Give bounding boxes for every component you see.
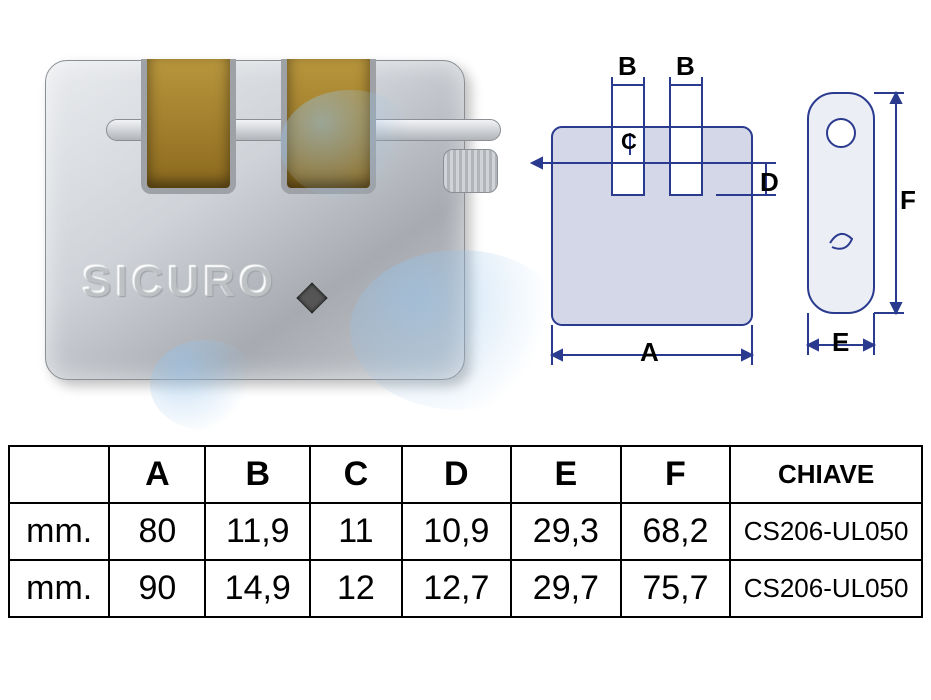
spec-table: A B C D E F CHIAVE mm. 80 11,9 11 10,9 2… [8,445,923,618]
cell-f: 68,2 [621,503,731,560]
cell-unit: mm. [9,560,109,617]
dim-label-a: A [640,337,659,368]
col-e: E [511,446,621,503]
cell-a: 90 [109,560,205,617]
brand-text: SICURO [82,257,277,307]
cell-unit: mm. [9,503,109,560]
figure-area: SICURO [0,0,931,420]
col-b: B [205,446,310,503]
dimension-diagram-side: F E [800,65,915,370]
cell-c: 12 [310,560,401,617]
cell-f: 75,7 [621,560,731,617]
col-blank [9,446,109,503]
dimension-diagram-front: A B B C D [520,55,780,375]
col-d: D [402,446,512,503]
cell-c: 11 [310,503,401,560]
dim-label-f: F [900,185,916,216]
cell-b: 14,9 [205,560,310,617]
cell-b: 11,9 [205,503,310,560]
cell-e: 29,3 [511,503,621,560]
table-row: mm. 80 11,9 11 10,9 29,3 68,2 CS206-UL05… [9,503,922,560]
cell-a: 80 [109,503,205,560]
watermark-blob [150,340,260,430]
cell-key: CS206-UL050 [730,503,922,560]
cell-e: 29,7 [511,560,621,617]
table-header-row: A B C D E F CHIAVE [9,446,922,503]
dim-label-b2: B [676,51,695,82]
col-key: CHIAVE [730,446,922,503]
slot-left [141,59,236,194]
dimensions-table: A B C D E F CHIAVE mm. 80 11,9 11 10,9 2… [8,445,923,618]
table-row: mm. 90 14,9 12 12,7 29,7 75,7 CS206-UL05… [9,560,922,617]
dim-label-c: C [621,129,637,155]
dim-label-e: E [832,327,849,358]
keyhole-icon [296,282,327,313]
watermark-blob [280,90,420,200]
dim-label-d: D [760,167,779,198]
cell-key: CS206-UL050 [730,560,922,617]
col-c: C [310,446,401,503]
col-f: F [621,446,731,503]
cell-d: 10,9 [402,503,512,560]
release-knob [443,149,498,193]
cell-d: 12,7 [402,560,512,617]
dim-label-b: B [618,51,637,82]
col-a: A [109,446,205,503]
